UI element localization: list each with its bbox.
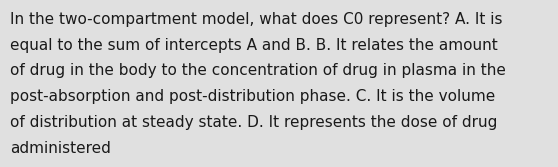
Text: administered: administered	[10, 141, 111, 156]
Text: equal to the sum of intercepts A and B. B. It relates the amount: equal to the sum of intercepts A and B. …	[10, 38, 498, 53]
Text: post-absorption and post-distribution phase. C. It is the volume: post-absorption and post-distribution ph…	[10, 89, 496, 104]
Text: In the two-compartment model, what does C0 represent? A. It is: In the two-compartment model, what does …	[10, 12, 503, 27]
Text: of distribution at steady state. D. It represents the dose of drug: of distribution at steady state. D. It r…	[10, 115, 497, 130]
Text: of drug in the body to the concentration of drug in plasma in the: of drug in the body to the concentration…	[10, 63, 506, 78]
